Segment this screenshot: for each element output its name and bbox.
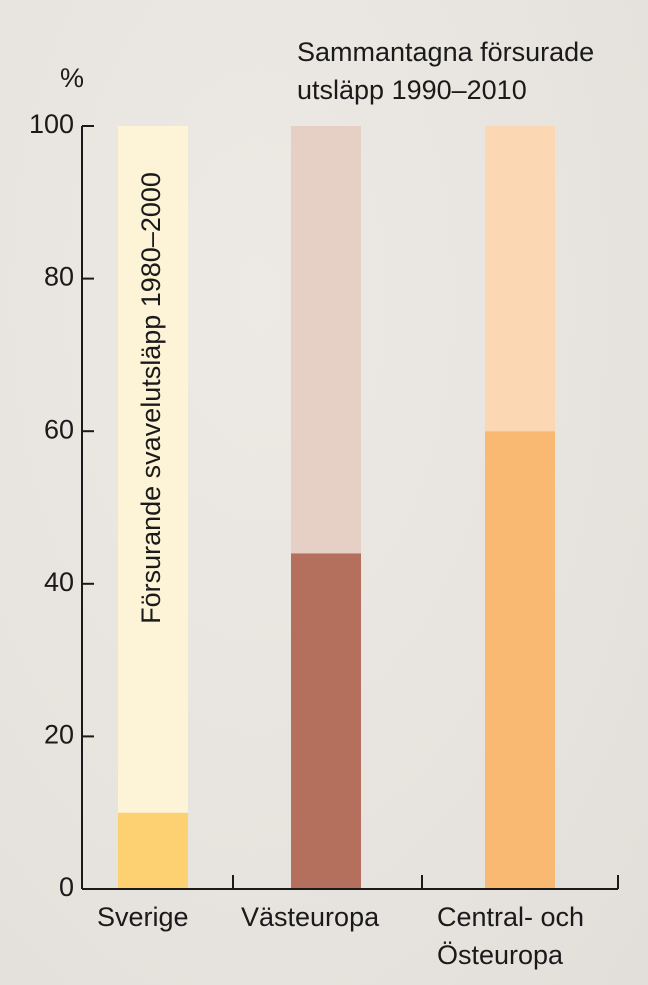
y-tick-label: 20 [44, 720, 74, 750]
y-tick-label: 100 [29, 109, 74, 139]
bar-segment [291, 126, 361, 554]
x-tick-label: Västeuropa [241, 902, 380, 932]
y-tick-label: 40 [44, 567, 74, 597]
y-tick-label: 0 [59, 872, 74, 902]
y-tick-label: 60 [44, 414, 74, 444]
bar-segment [118, 812, 188, 889]
y-axis-label: % [60, 63, 84, 93]
y-tick-label: 80 [44, 262, 74, 292]
annotation: Sammantagna försurade utsläpp 1990–2010 [297, 37, 595, 105]
x-tick-label: Sverige [97, 902, 189, 932]
bar-segment [485, 126, 555, 432]
bar-segment [485, 431, 555, 889]
bar-segment [291, 553, 361, 889]
bar-segment [118, 126, 188, 813]
annotation: Försurande svavelutsläpp 1980–2000 [136, 172, 166, 624]
x-tick-label: Central- och Östeuropa [437, 902, 585, 970]
